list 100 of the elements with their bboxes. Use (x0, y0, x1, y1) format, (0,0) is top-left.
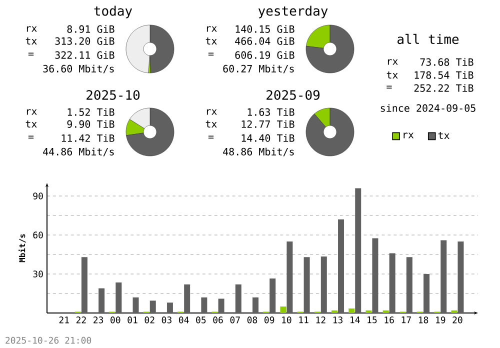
bar (440, 240, 447, 313)
text: rx (206, 109, 217, 115)
text: 2025-10-26 21:00 (6, 336, 92, 344)
x-tick-label: 06 (213, 316, 223, 324)
text: tx (26, 120, 37, 128)
text: 14.40 TiB (242, 134, 294, 142)
x-tick-label: 05 (196, 316, 206, 324)
y-tick-label: 90 (33, 192, 43, 200)
text: 73.68 TiB (420, 58, 474, 66)
x-tick-label: 14 (350, 316, 360, 324)
x-tick-label: 18 (418, 316, 428, 324)
text: 48.86 Mbit/s (223, 148, 294, 156)
x-tick-label: 08 (247, 316, 258, 324)
text: = (28, 52, 34, 56)
bar (355, 188, 362, 313)
x-tick-label: 09 (264, 316, 274, 324)
x-tick-label: 16 (384, 316, 394, 324)
bar (389, 253, 396, 313)
text: 313.20 GiB (55, 37, 114, 45)
bar (382, 310, 389, 313)
text: 252.22 TiB (414, 84, 474, 92)
text: rx (206, 26, 217, 32)
text: 1.63 TiB (248, 108, 294, 116)
bar (166, 302, 173, 313)
chart-title: 2025-10 (86, 90, 140, 100)
bar (201, 297, 208, 313)
x-tick-label: 11 (299, 316, 308, 324)
text: 12.77 TiB (242, 120, 294, 128)
text: all time (398, 34, 459, 44)
bar (252, 297, 258, 313)
category-label: rx (388, 59, 398, 65)
x-tick-label: 10 (282, 316, 292, 324)
text: 11.42 TiB (62, 134, 114, 142)
bar (150, 300, 156, 313)
text: 60.27 Mbit/s (223, 64, 294, 74)
x-tick-label: 23 (94, 316, 104, 324)
x-tick-label: 22 (76, 316, 86, 324)
text: = (28, 136, 34, 139)
bar (81, 257, 88, 313)
bar (98, 288, 105, 313)
text: = (208, 136, 214, 139)
chart-title: 2025-09 (266, 90, 320, 100)
text: 322.11 GiB (55, 51, 114, 59)
text: tx (206, 37, 217, 45)
x-tick-label: 12 (316, 316, 326, 324)
text: 1.52 TiB (68, 108, 114, 116)
x-tick-label: 21 (59, 316, 69, 324)
text: 606.19 GiB (235, 51, 294, 59)
bar (184, 284, 190, 313)
text: 466.04 GiB (235, 37, 294, 45)
text: tx (206, 120, 217, 128)
x-tick-label: 01 (128, 316, 138, 324)
chart-title: yesterday (258, 6, 328, 18)
text: rx (26, 109, 37, 115)
x-tick-label: 15 (368, 316, 377, 324)
bar (116, 282, 122, 313)
bar (286, 242, 293, 313)
bar (270, 278, 276, 313)
x-tick-label: 19 (436, 316, 446, 324)
y-tick-label: 30 (33, 270, 43, 278)
text: tx (26, 37, 37, 45)
bar (348, 308, 355, 313)
bar (132, 297, 139, 313)
text: 44.86 Mbit/s (43, 148, 114, 156)
x-tick-label: 07 (230, 316, 240, 324)
bar (406, 257, 412, 313)
bar (320, 256, 327, 313)
bar (424, 274, 430, 313)
x-tick-label: 17 (402, 316, 411, 324)
bar (372, 238, 378, 313)
text: 140.15 GiB (236, 25, 294, 33)
category-label: tx (386, 71, 398, 79)
category-label: = (386, 86, 392, 89)
x-tick-label: 04 (178, 316, 189, 324)
y-axis-title: Mbit/s (18, 234, 26, 262)
text: since 2024-09-05 (380, 104, 476, 112)
y-tick-label: 60 (33, 232, 43, 238)
bar (218, 298, 224, 313)
text: = (208, 52, 214, 56)
legend-label: rx (404, 132, 414, 138)
bar (332, 310, 338, 313)
bar (235, 284, 242, 313)
bar (451, 310, 458, 313)
x-tick-label: 03 (162, 316, 172, 324)
text: rx (26, 26, 37, 32)
text: 178.54 TiB (414, 71, 474, 79)
x-tick-label: 02 (144, 316, 154, 324)
bar (366, 310, 372, 313)
x-tick-label: 20 (452, 316, 462, 324)
chart-title: today (94, 6, 132, 18)
x-tick-label: 00 (110, 316, 120, 324)
x-tick-label: 13 (333, 316, 342, 324)
text: 9.90 TiB (67, 120, 114, 128)
bar (280, 306, 286, 313)
bar (458, 242, 464, 313)
bar (304, 257, 310, 313)
legend-label: tx (438, 132, 450, 139)
bar (338, 219, 344, 313)
text: 8.91 GiB (67, 25, 114, 33)
text: 36.60 Mbit/s (43, 64, 114, 74)
